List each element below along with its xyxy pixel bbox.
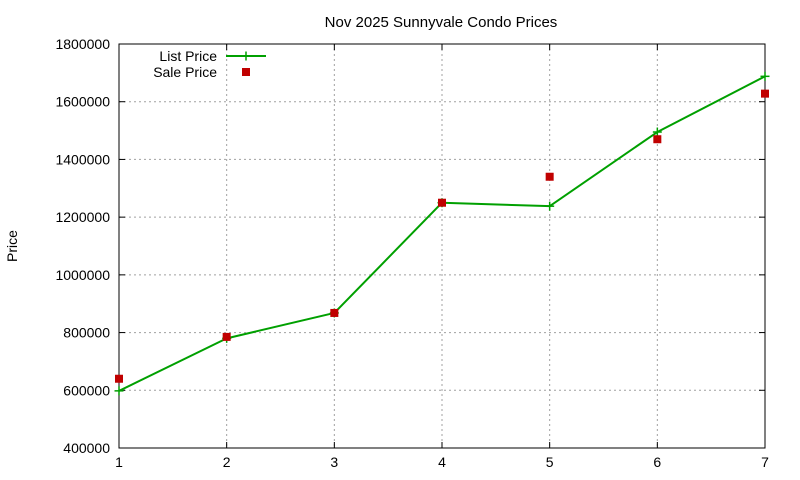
- y-tick-label: 400000: [63, 440, 110, 456]
- legend-plus-sample: [241, 51, 251, 61]
- sale-price-point: [115, 374, 123, 383]
- x-tick-label: 2: [223, 454, 231, 470]
- x-tick-label: 6: [653, 454, 661, 470]
- y-tick-label: 1000000: [55, 267, 110, 283]
- list-price-point: [652, 127, 662, 137]
- y-tick-label: 1600000: [55, 94, 110, 110]
- list-price-point: [760, 71, 770, 81]
- y-axis-label: Price: [4, 230, 20, 262]
- legend-label-1: Sale Price: [153, 64, 217, 80]
- list-price-line: [118, 75, 766, 392]
- list-price-point: [114, 386, 124, 396]
- grid-lines: [119, 44, 765, 448]
- x-tick-label: 3: [330, 454, 338, 470]
- legend-label-0: List Price: [159, 48, 217, 64]
- legend-square-sample: [242, 68, 250, 76]
- series-1: [115, 89, 769, 383]
- sale-price-point: [330, 308, 339, 317]
- x-tick-label: 5: [546, 454, 554, 470]
- y-axis-ticks: 400000 600000 800000 1000000 1200000 1400000 1…: [55, 36, 765, 456]
- sale-price-point: [545, 172, 554, 181]
- list-price-point: [545, 201, 555, 211]
- y-tick-label: 1200000: [55, 209, 110, 225]
- x-axis-ticks: 1 2 3 4 5 6 7: [115, 44, 769, 470]
- x-tick-label: 7: [761, 454, 769, 470]
- y-tick-label: 600000: [63, 382, 110, 398]
- sale-price-point: [653, 135, 662, 144]
- y-tick-label: 1800000: [55, 36, 110, 52]
- sale-price-point: [222, 332, 231, 341]
- y-tick-label: 800000: [63, 325, 110, 341]
- series-layer: [114, 71, 770, 396]
- y-tick-label: 1400000: [55, 151, 110, 167]
- chart-title: Nov 2025 Sunnyvale Condo Prices: [325, 14, 558, 31]
- sale-price-point: [761, 89, 769, 98]
- sale-price-point: [438, 198, 446, 207]
- x-tick-label: 4: [438, 454, 446, 470]
- x-tick-label: 1: [115, 454, 123, 470]
